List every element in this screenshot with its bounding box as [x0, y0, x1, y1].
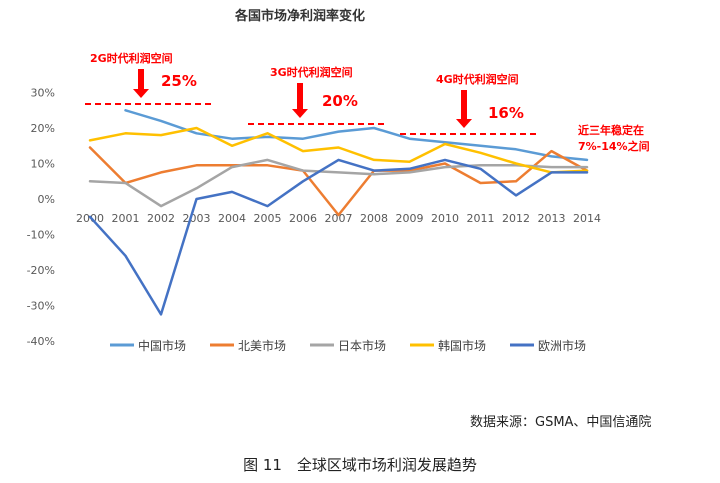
y-tick-label: 30% [31, 87, 55, 100]
y-tick-label: 10% [31, 158, 55, 171]
era-label: 3G时代利润空间 [270, 65, 353, 79]
x-tick-label: 2011 [467, 212, 495, 225]
y-tick-label: -40% [27, 335, 55, 348]
legend-label: 中国市场 [138, 338, 186, 353]
era-value: 16% [488, 104, 524, 122]
era-arrow-head [133, 89, 149, 98]
x-tick-label: 2002 [147, 212, 175, 225]
legend-label: 欧洲市场 [538, 338, 586, 353]
y-tick-label: -20% [27, 264, 55, 277]
figure-caption: 图 11 全球区域市场利润发展趋势 [243, 456, 477, 474]
note-line-1: 近三年稳定在 [578, 123, 644, 137]
era-value: 20% [322, 92, 358, 110]
y-tick-label: -30% [27, 300, 55, 313]
y-tick-label: 0% [38, 193, 55, 206]
x-tick-label: 2005 [254, 212, 282, 225]
x-tick-label: 2004 [218, 212, 246, 225]
x-tick-label: 2012 [502, 212, 530, 225]
x-tick-label: 2003 [183, 212, 211, 225]
y-axis: 30% 20% 10% 0% -10% -20% -30% -40% [27, 87, 55, 349]
x-tick-label: 2007 [325, 212, 353, 225]
x-tick-label: 2001 [112, 212, 140, 225]
legend-label: 北美市场 [238, 338, 286, 353]
x-tick-label: 2013 [538, 212, 566, 225]
series-line-3 [88, 158, 589, 208]
era-arrow-head [292, 109, 308, 118]
era-label: 4G时代利润空间 [436, 72, 519, 86]
note-line-2: 7%-14%之间 [578, 139, 650, 153]
x-axis: 2000 2001 2002 2003 2004 2005 2006 2007 2008 2009… [76, 212, 601, 225]
chart-title: 各国市场净利润率变化 [234, 8, 365, 24]
era-value: 25% [161, 72, 197, 90]
legend-label: 韩国市场 [438, 338, 486, 353]
era-arrow-shaft [297, 83, 303, 110]
era-arrow-shaft [138, 69, 144, 90]
era-arrow-shaft [461, 90, 467, 120]
series-line-2 [88, 146, 589, 217]
source-note: 数据来源：GSMA、中国信通院 [470, 415, 652, 430]
series-lines [88, 109, 589, 316]
x-tick-label: 2009 [396, 212, 424, 225]
era-annotations: 2G时代利润空间 25% 3G时代利润空间 20% 4G时代利润空间 16% [85, 51, 540, 135]
legend-label: 日本市场 [338, 338, 386, 353]
series-line-1 [124, 109, 589, 162]
y-tick-label: 20% [31, 122, 55, 135]
series-line-4 [88, 126, 589, 174]
series-line-5 [88, 158, 589, 316]
x-tick-label: 2010 [431, 212, 459, 225]
era-label: 2G时代利润空间 [90, 51, 173, 65]
y-tick-label: -10% [27, 229, 55, 242]
era-arrow-head [456, 119, 472, 128]
x-tick-label: 2008 [360, 212, 388, 225]
x-tick-label: 2014 [573, 212, 601, 225]
legend: 中国市场 北美市场 日本市场 韩国市场 欧洲市场 [110, 338, 586, 353]
x-tick-label: 2006 [289, 212, 317, 225]
